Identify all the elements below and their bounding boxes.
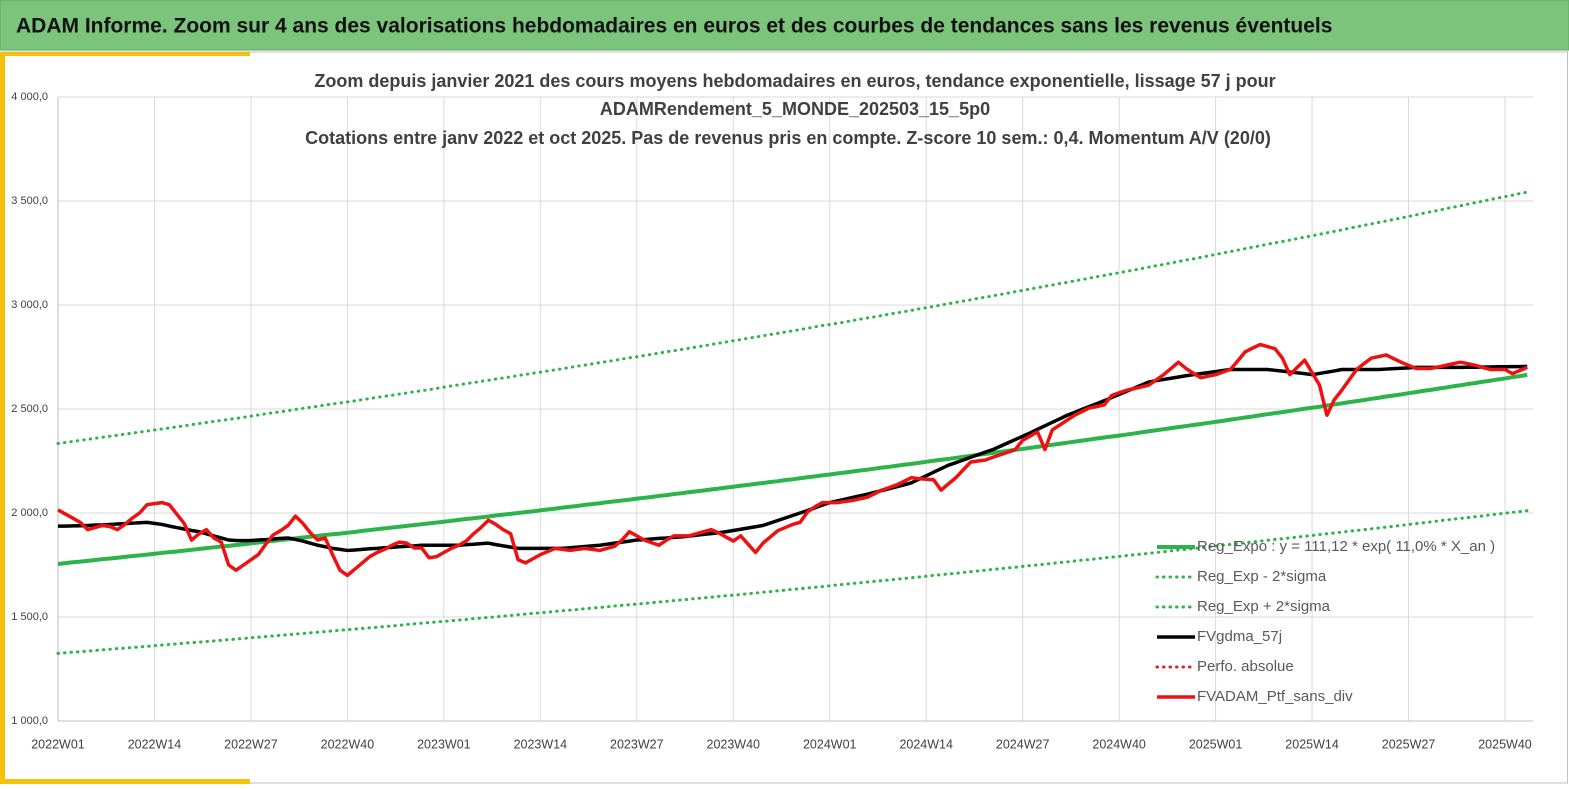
x-tick-label: 2023W14 — [514, 737, 568, 751]
legend-label: Perfo. absolue — [1197, 658, 1294, 675]
x-tick-label: 2024W14 — [899, 737, 953, 751]
x-tick-label: 2024W01 — [803, 737, 857, 751]
header-bar — [0, 0, 1569, 51]
x-tick-label: 2024W27 — [996, 737, 1050, 751]
legend-label: FVADAM_Ptf_sans_div — [1197, 688, 1353, 705]
x-tick-label: 2023W27 — [610, 737, 664, 751]
accent-top — [0, 52, 250, 56]
y-tick-label: 2 000,0 — [11, 507, 48, 519]
x-tick-label: 2023W40 — [707, 737, 761, 751]
legend-label: FVgdma_57j — [1197, 628, 1282, 645]
accent-bottom — [0, 779, 250, 784]
x-tick-label: 2025W14 — [1285, 737, 1339, 751]
series-line — [58, 364, 1528, 553]
x-tick-label: 2022W27 — [224, 737, 278, 751]
x-tick-label: 2023W01 — [417, 737, 471, 751]
x-tick-label: 2022W40 — [321, 737, 375, 751]
x-tick-label: 2025W01 — [1189, 737, 1243, 751]
y-tick-label: 1 000,0 — [11, 715, 48, 727]
series-line — [57, 372, 1528, 566]
x-tick-label: 2022W14 — [128, 737, 182, 751]
series-line — [57, 342, 1528, 578]
y-tick-label: 3 500,0 — [11, 195, 48, 207]
y-tick-label: 1 500,0 — [11, 611, 48, 623]
chart-title: ADAMRendement_5_MONDE_202503_15_5p0 — [600, 99, 990, 119]
legend-label: Reg_Exp + 2*sigma — [1197, 598, 1331, 615]
x-tick-label: 2025W40 — [1478, 737, 1532, 751]
chart-title: Zoom depuis janvier 2021 des cours moyen… — [314, 71, 1275, 91]
accent-left — [0, 52, 5, 784]
chart-subtitle: Cotations entre janv 2022 et oct 2025. P… — [305, 128, 1271, 148]
x-tick-label: 2024W40 — [1092, 737, 1146, 751]
legend-label: Reg_Expo : y = 111,12 * exp( 11,0% * X_a… — [1197, 538, 1495, 555]
x-tick-label: 2025W27 — [1382, 737, 1436, 751]
series-line — [56, 190, 1529, 446]
legend-label: Reg_Exp - 2*sigma — [1197, 568, 1327, 585]
x-tick-label: 2022W01 — [31, 737, 85, 751]
header-title: ADAM Informe. Zoom sur 4 ans des valoris… — [16, 15, 1332, 38]
series-line — [56, 509, 1529, 655]
y-tick-label: 3 000,0 — [11, 299, 48, 311]
y-tick-label: 4 000,0 — [11, 91, 48, 103]
y-tick-label: 2 500,0 — [11, 403, 48, 415]
